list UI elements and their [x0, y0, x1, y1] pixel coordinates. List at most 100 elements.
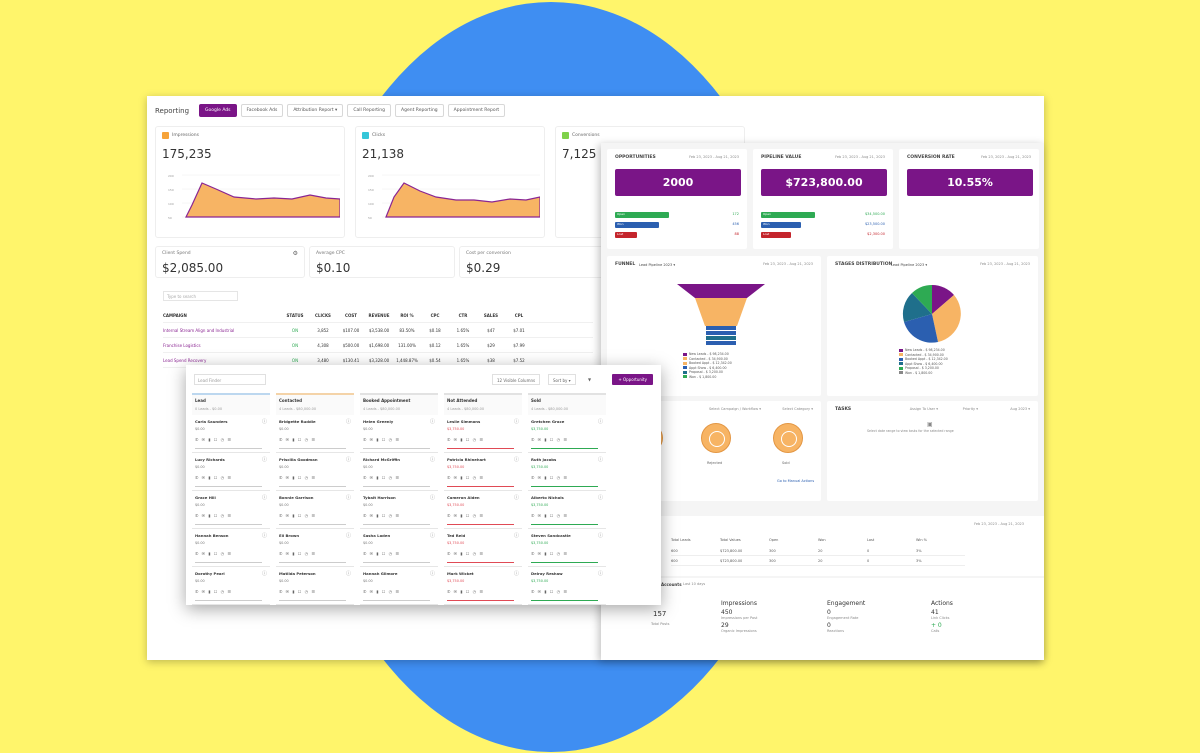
- table-row[interactable]: Internal Stream Align and Industrial ON 3,…: [163, 323, 593, 338]
- info-icon[interactable]: ⓘ: [345, 419, 351, 425]
- opportunity-card[interactable]: Tybalt Harrison $0.00 ✆ ✉ ▮ ☐ ◷ ☰ ⓘ: [360, 491, 438, 529]
- card-status-line: [447, 486, 514, 487]
- card-action-icons[interactable]: ✆ ✉ ▮ ☐ ◷ ☰: [363, 551, 400, 556]
- opportunity-card[interactable]: Leslie Simmons $3,750.00 ✆ ✉ ▮ ☐ ◷ ☰ ⓘ: [444, 415, 522, 453]
- card-action-icons[interactable]: ✆ ✉ ▮ ☐ ◷ ☰: [447, 513, 484, 518]
- info-icon[interactable]: ⓘ: [513, 571, 519, 577]
- stages-pipeline-select[interactable]: Lead Pipeline 2023 ▾: [891, 263, 928, 267]
- opportunity-card[interactable]: Sasha Loden $0.00 ✆ ✉ ▮ ☐ ◷ ☰ ⓘ: [360, 529, 438, 567]
- month-filter[interactable]: Aug 2023 ▾: [1010, 407, 1030, 411]
- opportunity-card[interactable]: Bonnie Garrison $0.00 ✆ ✉ ▮ ☐ ◷ ☰ ⓘ: [276, 491, 354, 529]
- opportunity-card[interactable]: Cameron Alden $3,750.00 ✆ ✉ ▮ ☐ ◷ ☰ ⓘ: [444, 491, 522, 529]
- card-action-icons[interactable]: ✆ ✉ ▮ ☐ ◷ ☰: [363, 437, 400, 442]
- info-icon[interactable]: ⓘ: [429, 571, 435, 577]
- opportunity-card[interactable]: Ruth Jacobs $3,750.00 ✆ ✉ ▮ ☐ ◷ ☰ ⓘ: [528, 453, 606, 491]
- card-action-icons[interactable]: ✆ ✉ ▮ ☐ ◷ ☰: [363, 513, 400, 518]
- card-action-icons[interactable]: ✆ ✉ ▮ ☐ ◷ ☰: [195, 437, 232, 442]
- tab-agent-reporting[interactable]: Agent Reporting: [395, 104, 444, 117]
- opportunity-card[interactable]: Richard McGriffin $0.00 ✆ ✉ ▮ ☐ ◷ ☰ ⓘ: [360, 453, 438, 491]
- info-icon[interactable]: ⓘ: [513, 457, 519, 463]
- card-action-icons[interactable]: ✆ ✉ ▮ ☐ ◷ ☰: [447, 437, 484, 442]
- opportunity-card[interactable]: Mark Wicket $3,750.00 ✆ ✉ ▮ ☐ ◷ ☰ ⓘ: [444, 567, 522, 605]
- opportunity-card[interactable]: Delray Reshaw $3,750.00 ✆ ✉ ▮ ☐ ◷ ☰ ⓘ: [528, 567, 606, 605]
- opportunity-card[interactable]: Lucy Richards $0.00 ✆ ✉ ▮ ☐ ◷ ☰ ⓘ: [192, 453, 270, 491]
- info-icon[interactable]: ⓘ: [345, 533, 351, 539]
- opportunity-card[interactable]: Ted Reid $3,750.00 ✆ ✉ ▮ ☐ ◷ ☰ ⓘ: [444, 529, 522, 567]
- average-cpc-value: $0.10: [316, 261, 351, 275]
- info-icon[interactable]: ⓘ: [597, 571, 603, 577]
- card-action-icons[interactable]: ✆ ✉ ▮ ☐ ◷ ☰: [279, 437, 316, 442]
- card-action-icons[interactable]: ✆ ✉ ▮ ☐ ◷ ☰: [195, 513, 232, 518]
- card-action-icons[interactable]: ✆ ✉ ▮ ☐ ◷ ☰: [531, 437, 568, 442]
- table-row[interactable]: Franchise Logistics ON 4,308 $500.00 $1,698.…: [163, 338, 593, 353]
- info-icon[interactable]: ⓘ: [429, 419, 435, 425]
- card-action-icons[interactable]: ✆ ✉ ▮ ☐ ◷ ☰: [279, 589, 316, 594]
- opportunity-card[interactable]: Dorothy Pearl $0.00 ✆ ✉ ▮ ☐ ◷ ☰ ⓘ: [192, 567, 270, 605]
- info-icon[interactable]: ⓘ: [597, 419, 603, 425]
- filter-icon[interactable]: ▼: [588, 377, 592, 382]
- info-icon[interactable]: ⓘ: [429, 533, 435, 539]
- card-action-icons[interactable]: ✆ ✉ ▮ ☐ ◷ ☰: [279, 513, 316, 518]
- manual-actions-link[interactable]: Go to Manual Actions: [777, 479, 815, 483]
- card-action-icons[interactable]: ✆ ✉ ▮ ☐ ◷ ☰: [531, 551, 568, 556]
- campaign-filter[interactable]: Select Campaign / Workflow ▾: [708, 407, 761, 411]
- opportunity-card[interactable]: Hannah Gilmore $0.00 ✆ ✉ ▮ ☐ ◷ ☰ ⓘ: [360, 567, 438, 605]
- funnel-pipeline-select[interactable]: Lead Pipeline 2023 ▾: [639, 263, 676, 267]
- info-icon[interactable]: ⓘ: [429, 457, 435, 463]
- card-action-icons[interactable]: ✆ ✉ ▮ ☐ ◷ ☰: [531, 589, 568, 594]
- opportunity-card[interactable]: Helen Greenly $0.00 ✆ ✉ ▮ ☐ ◷ ☰ ⓘ: [360, 415, 438, 453]
- add-opportunity-button[interactable]: + Opportunity: [612, 374, 653, 385]
- info-icon[interactable]: ⓘ: [597, 495, 603, 501]
- opportunity-card[interactable]: Bridgette Ruddle $0.00 ✆ ✉ ▮ ☐ ◷ ☰ ⓘ: [276, 415, 354, 453]
- opportunity-card[interactable]: Matilda Peterson $0.00 ✆ ✉ ▮ ☐ ◷ ☰ ⓘ: [276, 567, 354, 605]
- tab-facebook-ads[interactable]: Facebook Ads: [240, 104, 284, 117]
- card-action-icons[interactable]: ✆ ✉ ▮ ☐ ◷ ☰: [363, 589, 400, 594]
- card-action-icons[interactable]: ✆ ✉ ▮ ☐ ◷ ☰: [447, 475, 484, 480]
- card-action-icons[interactable]: ✆ ✉ ▮ ☐ ◷ ☰: [195, 551, 232, 556]
- info-icon[interactable]: ⓘ: [261, 457, 267, 463]
- opportunity-card[interactable]: Gretchen Grace $3,750.00 ✆ ✉ ▮ ☐ ◷ ☰ ⓘ: [528, 415, 606, 453]
- info-icon[interactable]: ⓘ: [345, 495, 351, 501]
- card-action-icons[interactable]: ✆ ✉ ▮ ☐ ◷ ☰: [195, 589, 232, 594]
- info-icon[interactable]: ⓘ: [261, 419, 267, 425]
- opportunity-card[interactable]: Eli Brown $0.00 ✆ ✉ ▮ ☐ ◷ ☰ ⓘ: [276, 529, 354, 567]
- tab-google-ads[interactable]: Google Ads: [199, 104, 237, 117]
- card-action-icons[interactable]: ✆ ✉ ▮ ☐ ◷ ☰: [279, 551, 316, 556]
- info-icon[interactable]: ⓘ: [513, 495, 519, 501]
- info-icon[interactable]: ⓘ: [261, 571, 267, 577]
- tab-appointment-report[interactable]: Appointment Report: [447, 104, 506, 117]
- card-action-icons[interactable]: ✆ ✉ ▮ ☐ ◷ ☰: [363, 475, 400, 480]
- card-action-icons[interactable]: ✆ ✉ ▮ ☐ ◷ ☰: [447, 551, 484, 556]
- category-filter[interactable]: Select Category ▾: [782, 407, 813, 411]
- info-icon[interactable]: ⓘ: [597, 457, 603, 463]
- info-icon[interactable]: ⓘ: [261, 495, 267, 501]
- info-icon[interactable]: ⓘ: [597, 533, 603, 539]
- opportunity-card[interactable]: Carla Saunders $0.00 ✆ ✉ ▮ ☐ ◷ ☰ ⓘ: [192, 415, 270, 453]
- opportunity-card[interactable]: Patricia Rhinehart $3,750.00 ✆ ✉ ▮ ☐ ◷ ☰ ⓘ: [444, 453, 522, 491]
- info-icon[interactable]: ⓘ: [345, 457, 351, 463]
- card-action-icons[interactable]: ✆ ✉ ▮ ☐ ◷ ☰: [279, 475, 316, 480]
- card-action-icons[interactable]: ✆ ✉ ▮ ☐ ◷ ☰: [447, 589, 484, 594]
- assign-user-filter[interactable]: Assign To User ▾: [909, 407, 938, 411]
- info-icon[interactable]: ⓘ: [513, 419, 519, 425]
- priority-filter[interactable]: Priority ▾: [962, 407, 978, 411]
- opportunity-card[interactable]: Priscilla Goodman $0.00 ✆ ✉ ▮ ☐ ◷ ☰ ⓘ: [276, 453, 354, 491]
- opportunity-card[interactable]: Steven Sandcastle $3,750.00 ✆ ✉ ▮ ☐ ◷ ☰ ⓘ: [528, 529, 606, 567]
- info-icon[interactable]: ⓘ: [429, 495, 435, 501]
- opportunity-card[interactable]: Alberto Nichols $3,750.00 ✆ ✉ ▮ ☐ ◷ ☰ ⓘ: [528, 491, 606, 529]
- card-action-icons[interactable]: ✆ ✉ ▮ ☐ ◷ ☰: [195, 475, 232, 480]
- lead-search-input[interactable]: Lead Finder: [194, 374, 266, 385]
- info-icon[interactable]: ⓘ: [345, 571, 351, 577]
- visible-columns-button[interactable]: 12 Visible Columns: [492, 374, 541, 385]
- sort-select[interactable]: Sort by ▾: [548, 374, 576, 385]
- card-action-icons[interactable]: ✆ ✉ ▮ ☐ ◷ ☰: [531, 513, 568, 518]
- info-icon[interactable]: ⓘ: [261, 533, 267, 539]
- opportunity-card[interactable]: Grace Hill $0.00 ✆ ✉ ▮ ☐ ◷ ☰ ⓘ: [192, 491, 270, 529]
- info-icon[interactable]: ⓘ: [513, 533, 519, 539]
- tab-attribution-report[interactable]: Attribution Report ▾: [287, 104, 344, 117]
- campaign-search-input[interactable]: Type to search: [163, 291, 238, 301]
- card-action-icons[interactable]: ✆ ✉ ▮ ☐ ◷ ☰: [531, 475, 568, 480]
- gear-icon[interactable]: ⚙: [292, 250, 298, 257]
- opportunity-card[interactable]: Hannah Benson $0.00 ✆ ✉ ▮ ☐ ◷ ☰ ⓘ: [192, 529, 270, 567]
- tab-call-reporting[interactable]: Call Reporting: [347, 104, 392, 117]
